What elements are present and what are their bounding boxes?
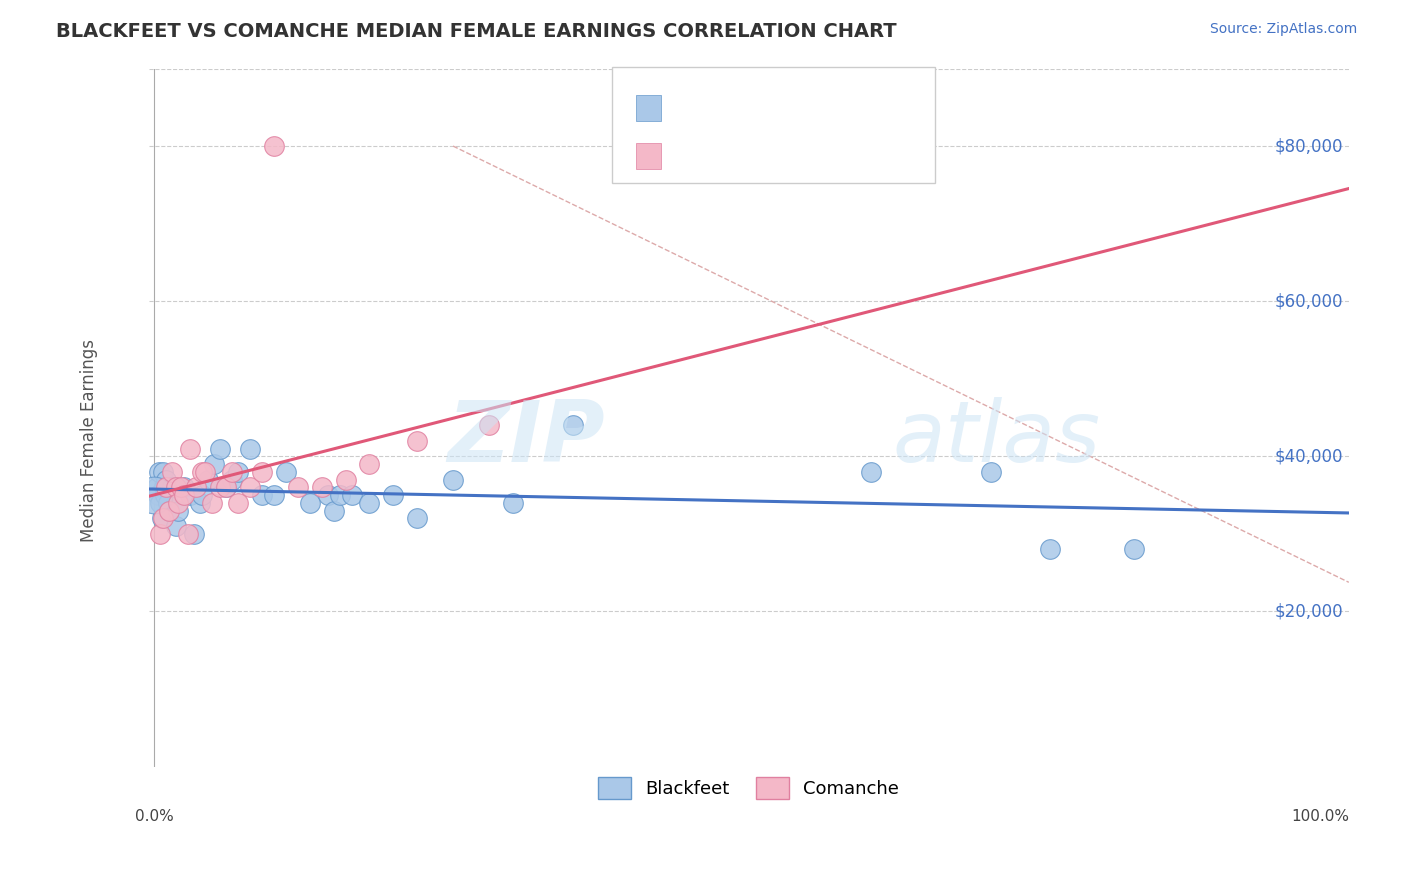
Point: [162, 465, 184, 479]
Point: [179, 488, 201, 502]
Text: $60,000: $60,000: [1274, 293, 1343, 310]
Point: [287, 480, 309, 494]
Point: [152, 465, 174, 479]
Point: [209, 480, 232, 494]
Point: [561, 418, 583, 433]
Point: [183, 526, 205, 541]
Point: [162, 480, 184, 494]
Point: [478, 418, 501, 433]
Text: Median Female Earnings: Median Female Earnings: [80, 339, 98, 542]
Point: [186, 480, 208, 494]
Point: [143, 488, 166, 502]
Point: [263, 139, 285, 153]
Point: [221, 465, 243, 479]
Point: [155, 480, 177, 494]
Point: [221, 473, 243, 487]
Point: [1039, 542, 1062, 557]
Point: [335, 473, 357, 487]
Point: [329, 488, 352, 502]
Point: [406, 434, 429, 448]
Point: [148, 465, 170, 479]
Point: [157, 503, 180, 517]
Text: $40,000: $40,000: [1274, 447, 1343, 466]
Point: [298, 496, 321, 510]
Text: 0.0%: 0.0%: [135, 809, 174, 824]
Point: [201, 496, 224, 510]
Point: [359, 496, 381, 510]
Point: [316, 488, 339, 502]
Point: [155, 473, 177, 487]
Point: [250, 488, 273, 502]
Text: 100.0%: 100.0%: [1291, 809, 1348, 824]
Point: [191, 488, 214, 502]
Text: BLACKFEET VS COMANCHE MEDIAN FEMALE EARNINGS CORRELATION CHART: BLACKFEET VS COMANCHE MEDIAN FEMALE EARN…: [56, 22, 897, 41]
Point: [322, 503, 344, 517]
Text: atlas: atlas: [893, 397, 1101, 480]
Text: ZIP: ZIP: [447, 397, 605, 480]
Point: [382, 488, 405, 502]
Point: [502, 496, 524, 510]
Point: [150, 511, 173, 525]
Legend: Blackfeet, Comanche: Blackfeet, Comanche: [591, 770, 907, 806]
Text: $20,000: $20,000: [1274, 602, 1343, 621]
Point: [188, 496, 211, 510]
Point: [215, 480, 238, 494]
Point: [340, 488, 363, 502]
Point: [165, 480, 187, 494]
Point: [197, 473, 219, 487]
Point: [226, 465, 249, 479]
Point: [239, 480, 262, 494]
Point: [311, 480, 333, 494]
Point: [979, 465, 1001, 479]
Point: [167, 496, 190, 510]
Point: [177, 526, 200, 541]
Point: [191, 465, 214, 479]
Point: [441, 473, 464, 487]
Text: Source: ZipAtlas.com: Source: ZipAtlas.com: [1209, 22, 1357, 37]
Point: [202, 457, 225, 471]
Point: [406, 511, 429, 525]
Point: [860, 465, 883, 479]
Text: R =  -0.009   N = 44: R = -0.009 N = 44: [675, 100, 893, 118]
Point: [146, 480, 169, 494]
Text: $80,000: $80,000: [1274, 137, 1343, 155]
Point: [149, 496, 172, 510]
Point: [165, 519, 187, 533]
Point: [152, 511, 174, 525]
Text: R =  0.608   N = 28: R = 0.608 N = 28: [675, 148, 882, 166]
Point: [155, 488, 177, 502]
Point: [226, 496, 249, 510]
Point: [170, 480, 193, 494]
Point: [146, 488, 169, 502]
Point: [209, 442, 232, 456]
Point: [250, 465, 273, 479]
Point: [167, 503, 190, 517]
Point: [263, 488, 285, 502]
Point: [153, 480, 176, 494]
Point: [173, 480, 195, 494]
Point: [274, 465, 297, 479]
Point: [1122, 542, 1144, 557]
Point: [215, 480, 238, 494]
Point: [194, 465, 217, 479]
Point: [173, 488, 195, 502]
Point: [156, 496, 179, 510]
Point: [239, 442, 262, 456]
Point: [149, 526, 172, 541]
Point: [359, 457, 381, 471]
Point: [157, 503, 180, 517]
Point: [179, 442, 201, 456]
